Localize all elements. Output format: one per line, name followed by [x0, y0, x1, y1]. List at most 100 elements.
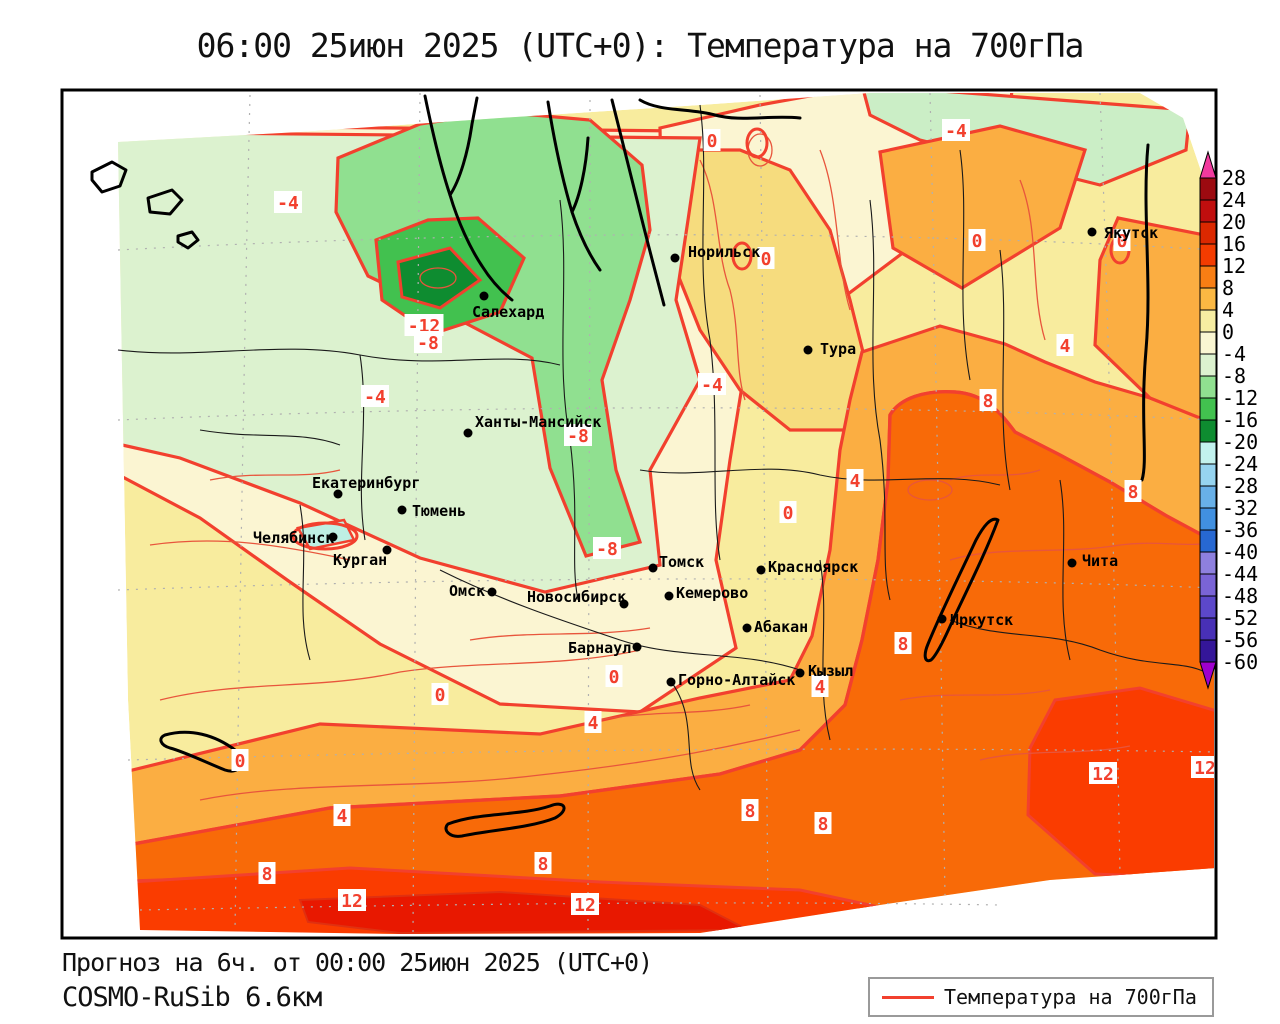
thin-contours: [149, 133, 1214, 801]
city-marker: [1087, 227, 1097, 237]
contour-label: 4: [337, 806, 348, 827]
cities-layer: Норильск Якутск Салехард Тура Ханты-Мансийск…: [253, 224, 1158, 689]
city-label: Курган: [333, 551, 387, 569]
region-orange: [118, 390, 1214, 914]
contour-label-bg: [333, 804, 351, 826]
contour-label-bg: [605, 665, 623, 687]
model-caption: COSMO-RuSib 6.6км: [62, 982, 322, 1013]
contour-label-bg: [338, 889, 366, 911]
contour-label-bg: [274, 191, 302, 213]
city-marker: [795, 668, 805, 678]
colorbar-tick-label: 16: [1222, 232, 1246, 256]
colorbar-tick-label: -8: [1222, 364, 1246, 388]
temperature-field: [118, 93, 1214, 934]
colorbar-tick-label: 28: [1222, 166, 1246, 190]
contour-label: 8: [818, 814, 829, 835]
contour-label: 12: [574, 895, 596, 916]
lake-zaysan: [444, 802, 566, 838]
contour-label: -4: [945, 121, 967, 142]
contour-label-bg: [811, 675, 829, 697]
city-marker: [742, 623, 752, 633]
contour-label: -4: [701, 375, 723, 396]
contour-label-bg: [1191, 756, 1214, 778]
contour-label: -4: [277, 193, 299, 214]
forecast-caption: Прогноз на 6ч. от 00:00 25июн 2025 (UTC+…: [62, 948, 653, 977]
colorbar-band: [1199, 221, 1217, 245]
contour-label: 8: [983, 391, 994, 412]
contour-label: -4: [364, 387, 386, 408]
colorbar-arrow-top: [1199, 150, 1217, 179]
admin-borders: [117, 104, 1206, 791]
colorbar-band: [1199, 529, 1217, 553]
page-title: 06:00 25июн 2025 (UTC+0): Температура на…: [196, 26, 1085, 65]
region-amber-ne: [1093, 216, 1214, 433]
contour-label-bg: [894, 632, 912, 654]
contour-label: 0: [761, 249, 772, 270]
colorbar-tick-label: -56: [1222, 628, 1258, 652]
contour-label-bg: [814, 812, 832, 834]
colorbar-band: [1199, 419, 1217, 443]
colorbar-tick-label: -60: [1222, 650, 1258, 674]
colorbar-band: [1199, 639, 1217, 663]
city-label: Тюмень: [412, 502, 466, 520]
contour-label: 0: [783, 503, 794, 524]
contour-label: 0: [1117, 231, 1128, 252]
colorbar-tick-label: 4: [1222, 298, 1234, 322]
city-marker: [803, 345, 813, 355]
contour-label-bg: [361, 385, 389, 407]
city-label: Томск: [659, 553, 704, 571]
city-label: Челябинск: [253, 529, 334, 547]
city-marker: [756, 565, 766, 575]
contour-label: 8: [898, 634, 909, 655]
colorbar-tick-label: -20: [1222, 430, 1258, 454]
contour-label-bg: [757, 247, 775, 269]
colorbar-tick-label: 24: [1222, 188, 1246, 212]
city-label: Норильск: [688, 243, 760, 261]
city-marker: [664, 591, 674, 601]
city-marker: [382, 545, 392, 555]
contour-label: -8: [567, 426, 589, 447]
city-marker: [937, 614, 947, 624]
city-label: Кызыл: [808, 662, 853, 680]
colorbar-tick-label: -36: [1222, 518, 1258, 542]
colorbar-band: [1199, 287, 1217, 311]
contour-label: 12: [341, 891, 363, 912]
colorbar-tick-label: -44: [1222, 562, 1258, 586]
contour-label: 0: [235, 751, 246, 772]
contour-label-bg: [593, 537, 621, 559]
lake-baikal: [923, 517, 1000, 663]
colorbar-band: [1199, 309, 1217, 333]
city-label: Екатеринбург: [312, 474, 420, 492]
contour-label: -8: [417, 333, 439, 354]
contour-label-bg: [741, 799, 759, 821]
city-marker: [632, 642, 642, 652]
lena-river: [1140, 143, 1150, 482]
colorbar-band: [1199, 331, 1217, 355]
contour-label-bg: [846, 469, 864, 491]
contour-label: 4: [588, 713, 599, 734]
colorbar-tick-label: -28: [1222, 474, 1258, 498]
colorbar-tick-label: -12: [1222, 386, 1258, 410]
contour-label: 8: [262, 864, 273, 885]
contour-label: 4: [1060, 336, 1071, 357]
lake-sw: [159, 730, 242, 773]
colorbar: 2824201612840-4-8-12-16-20-24-28-32-36-4…: [1199, 150, 1258, 690]
colorbar-band: [1199, 595, 1217, 619]
colorbar-arrow-bottom: [1199, 661, 1217, 690]
contour-label-bg: [431, 683, 449, 705]
contour-label: 0: [609, 667, 620, 688]
colorbar-tick-label: -52: [1222, 606, 1258, 630]
contour-label-bg: [979, 389, 997, 411]
legend-label: Температура на 700гПа: [944, 985, 1197, 1009]
contour-label-bg: [404, 314, 444, 336]
city-label: Абакан: [754, 618, 808, 636]
contour-label-bg: [968, 229, 986, 251]
contour-label-bg: [258, 862, 276, 884]
region-dark-green: [396, 246, 483, 310]
colorbar-tick-label: 8: [1222, 276, 1234, 300]
colorbar-band: [1199, 617, 1217, 641]
colorbar-band: [1199, 243, 1217, 267]
colorbar-band: [1199, 573, 1217, 597]
contour-label-bg: [1124, 480, 1142, 502]
